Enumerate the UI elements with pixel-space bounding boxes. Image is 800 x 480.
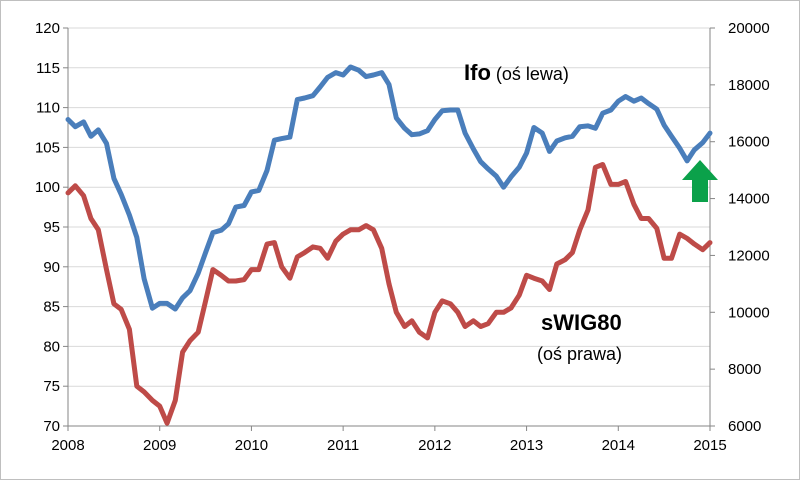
x-tick-label: 2008 <box>51 437 84 454</box>
y-right-tick-label: 14000 <box>728 191 770 208</box>
x-axis-ticks: 2008 2009 2010 2011 2012 2013 2014 2015 <box>51 426 727 454</box>
x-tick-label: 2013 <box>510 437 543 454</box>
y-left-tick-label: 115 <box>36 60 60 77</box>
up-arrow-icon <box>682 160 718 202</box>
y-right-tick-label: 8000 <box>728 361 761 378</box>
y-left-tick-label: 100 <box>35 179 60 196</box>
x-tick-label: 2010 <box>235 437 268 454</box>
series-line-ifo <box>65 64 713 312</box>
series-lines <box>65 64 713 426</box>
y-left-tick-label: 120 <box>35 20 60 37</box>
y-right-tick-label: 10000 <box>728 304 770 321</box>
x-tick-label: 2012 <box>418 437 451 454</box>
y-right-tick-label: 18000 <box>728 77 770 94</box>
y-right-tick-label: 12000 <box>728 247 770 264</box>
y-left-tick-label: 85 <box>43 299 60 316</box>
series-line-swig80 <box>65 162 713 426</box>
y-left-tick-label: 75 <box>43 378 60 395</box>
y-left-tick-label: 80 <box>43 338 60 355</box>
y-left-tick-label: 90 <box>43 259 60 276</box>
x-tick-label: 2009 <box>143 437 176 454</box>
swig80-annotation: sWIG80 <box>541 310 622 335</box>
y-right-tick-label: 16000 <box>728 134 770 151</box>
swig80-axis-note: (oś prawa) <box>537 344 622 364</box>
x-tick-label: 2014 <box>602 437 635 454</box>
y-axis-right-ticks: 6000 8000 10000 12000 14000 16000 18000 20000 <box>710 20 770 435</box>
y-left-tick-label: 110 <box>36 100 60 117</box>
y-right-tick-label: 20000 <box>728 20 770 37</box>
x-tick-label: 2011 <box>327 437 359 454</box>
y-axis-left-ticks: 70 75 80 85 90 95 100 105 110 115 120 <box>35 20 68 435</box>
y-left-tick-label: 70 <box>43 418 60 435</box>
x-tick-label: 2015 <box>693 437 726 454</box>
y-left-tick-label: 95 <box>43 219 60 236</box>
ifo-annotation: Ifo (oś lewa) <box>464 60 569 85</box>
y-right-tick-label: 6000 <box>728 418 761 435</box>
y-left-tick-label: 105 <box>35 139 60 156</box>
